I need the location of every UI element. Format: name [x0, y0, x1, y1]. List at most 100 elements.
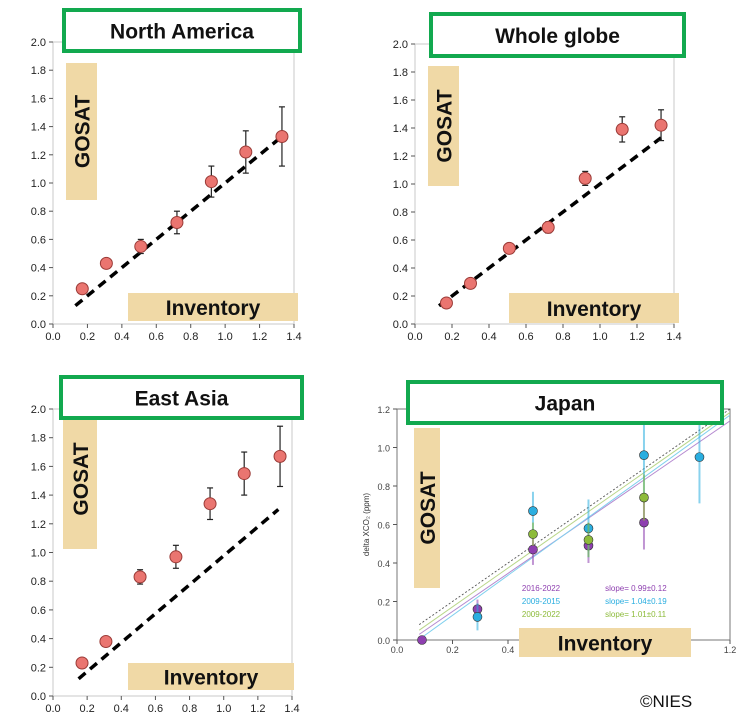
legend-entry: 2016-2022	[522, 584, 561, 593]
data-point	[502, 241, 516, 255]
y-tick-label: 0.6	[393, 235, 408, 247]
fit-line	[418, 414, 730, 640]
data-point	[134, 239, 148, 253]
y-tick-label: 1.4	[31, 490, 46, 502]
x-tick-label: 0.2	[444, 331, 459, 343]
y-tick-label: 1.0	[31, 548, 46, 560]
x-tick-label: 0.0	[45, 703, 60, 715]
y-tick-label: 0.4	[377, 559, 390, 569]
y-badge-label: GOSAT	[417, 471, 440, 544]
y-tick-label: 1.0	[31, 178, 46, 190]
data-point	[578, 171, 592, 185]
x-tick-label: 1.2	[724, 645, 737, 655]
data-point	[239, 145, 253, 159]
data-point	[528, 529, 538, 539]
fit-lines	[418, 409, 730, 640]
reference-line	[418, 409, 730, 625]
y-tick-label: 1.8	[31, 433, 46, 445]
legend-entry: 2009-2022	[522, 610, 561, 619]
data-point	[170, 215, 184, 229]
y-badge-background	[63, 409, 97, 549]
x-tick-label: 0.2	[446, 645, 459, 655]
data-point	[204, 175, 218, 189]
y-tick-label: 0.0	[31, 691, 46, 703]
y-tick-label: 1.8	[393, 67, 408, 79]
chart-panel-whole-globe: 0.0 0.2 0.4 0.6 0.8 1.0 1.2 1.4 0.0 0.2 0.4 0.6 0.8 1…	[393, 12, 686, 343]
y-tick-label: 1.6	[393, 95, 408, 107]
y-tick-label: 1.2	[31, 519, 46, 531]
data-point	[99, 634, 113, 648]
y-badge-label: GOSAT	[70, 442, 93, 515]
y-tick-label: 0.8	[393, 207, 408, 219]
data-point	[654, 118, 668, 132]
data-point	[99, 256, 113, 270]
x-badge-background	[509, 293, 679, 323]
y-tick-label: 1.0	[377, 444, 390, 454]
data-point	[694, 452, 705, 462]
y-badge-background	[66, 63, 97, 200]
chart-title: Japan	[535, 393, 596, 416]
title-box	[406, 380, 724, 425]
y-tick-label: 0.2	[31, 291, 46, 303]
title-box	[59, 375, 304, 420]
reference-line	[77, 508, 280, 681]
x-badge-background	[128, 293, 298, 321]
x-tick-label: 1.2	[250, 703, 265, 715]
y-tick-label: 0.4	[31, 263, 46, 275]
chart-panel-north-america: 0.0 0.2 0.4 0.6 0.8 1.0 1.2 1.4 0.0 0.2 0.4 0.6 0.8 1…	[31, 8, 302, 343]
y-tick-label: 0.2	[377, 598, 390, 608]
title-box	[62, 8, 302, 53]
legend-slope: slope= 1.01±0.11	[605, 610, 667, 619]
y-tick-label: 2.0	[393, 39, 408, 51]
data-point	[75, 282, 89, 296]
x-tick-label: 0.6	[518, 331, 533, 343]
y-tick-label: 0.6	[31, 234, 46, 246]
y-badge-label: GOSAT	[72, 95, 95, 168]
x-badge-background	[519, 628, 691, 657]
data-point	[528, 506, 538, 516]
y-tick-label: 0.6	[377, 521, 390, 531]
data-point	[541, 220, 555, 234]
x-tick-label: 0.8	[183, 331, 198, 343]
y-tick-label: 2.0	[31, 404, 46, 416]
y-tick-label: 0.2	[393, 291, 408, 303]
x-tick-label: 1.4	[286, 331, 301, 343]
y-tick-label: 1.4	[393, 123, 408, 135]
x-tick-label: 0.2	[79, 703, 94, 715]
fit-line	[418, 412, 730, 631]
y-badge-label: GOSAT	[434, 89, 457, 162]
y-tick-label: 0.4	[31, 634, 46, 646]
x-badge-label: Inventory	[166, 297, 261, 320]
chart-title: Whole globe	[495, 25, 620, 48]
y-tick-label: 1.6	[31, 461, 46, 473]
data-point	[169, 550, 183, 564]
y-tick-label: 0.4	[393, 263, 408, 275]
y-tick-label: 1.6	[31, 93, 46, 105]
data-point	[639, 492, 649, 503]
data-point	[464, 276, 477, 290]
x-tick-label: 0.0	[45, 331, 60, 343]
x-tick-label: 1.0	[217, 331, 232, 343]
y-tick-label: 1.4	[31, 122, 46, 134]
chart-panel-east-asia: 0.0 0.2 0.4 0.6 0.8 1.0 1.2 1.4 0.0 0.2 0.4 0.6 0.8 1…	[31, 375, 304, 715]
y-tick-label: 1.2	[31, 150, 46, 162]
data-point	[75, 656, 89, 670]
data-point	[273, 449, 287, 463]
legend-entry: 2009-2015	[522, 597, 561, 606]
data-point	[203, 497, 217, 511]
y-tick-label: 1.2	[393, 151, 408, 163]
x-tick-label: 0.0	[407, 331, 422, 343]
chart-panel-japan: 0.00.20.40.60.81.01.20.00.20.40.60.81.01…	[362, 380, 737, 657]
data-point	[639, 450, 649, 461]
x-tick-label: 0.4	[481, 331, 496, 343]
y-axis-label: delta XCO₂ (ppm)	[362, 493, 371, 556]
x-tick-label: 1.0	[216, 703, 231, 715]
x-tick-label: 0.8	[182, 703, 197, 715]
y-tick-label: 1.2	[377, 405, 390, 415]
credit-label: ©NIES	[640, 692, 693, 711]
legend-slope: slope= 0.99±0.12	[605, 584, 667, 593]
chart-title: East Asia	[135, 388, 229, 411]
x-badge-label: Inventory	[164, 667, 259, 690]
x-tick-label: 0.6	[149, 331, 164, 343]
